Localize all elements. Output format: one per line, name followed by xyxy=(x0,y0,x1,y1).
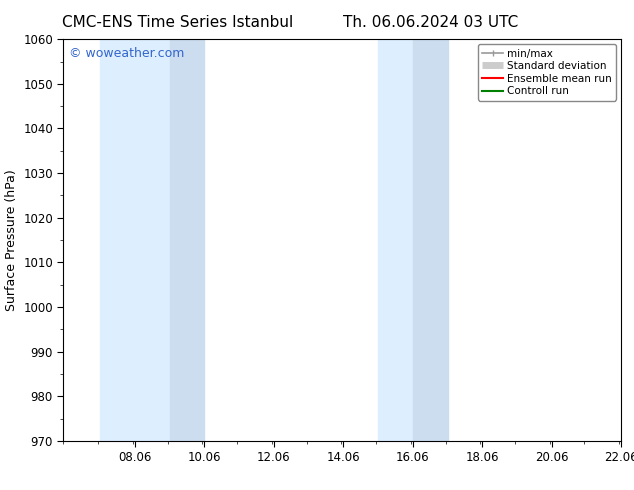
Bar xyxy=(170,39,204,441)
Bar xyxy=(100,39,170,441)
Legend: min/max, Standard deviation, Ensemble mean run, Controll run: min/max, Standard deviation, Ensemble me… xyxy=(478,45,616,100)
Bar xyxy=(378,39,413,441)
Text: Th. 06.06.2024 03 UTC: Th. 06.06.2024 03 UTC xyxy=(344,15,519,30)
Text: CMC-ENS Time Series Istanbul: CMC-ENS Time Series Istanbul xyxy=(62,15,293,30)
Text: © woweather.com: © woweather.com xyxy=(69,47,184,60)
Bar xyxy=(413,39,448,441)
Y-axis label: Surface Pressure (hPa): Surface Pressure (hPa) xyxy=(4,169,18,311)
